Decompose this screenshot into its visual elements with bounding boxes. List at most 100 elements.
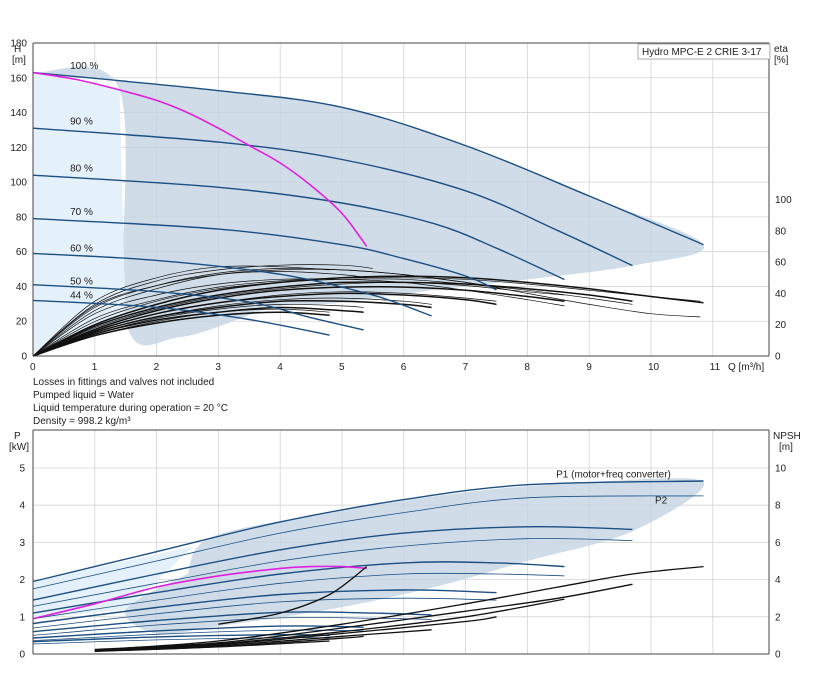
hq-y2tick-label: 100 — [775, 195, 792, 206]
hq-ytick-label: 80 — [16, 212, 28, 223]
hq-duty-curve — [32, 71, 368, 247]
speed-label: 80 % — [70, 164, 93, 175]
eta-curve-bold — [32, 285, 565, 357]
p-y2tick-label: 2 — [775, 612, 781, 623]
p-y2label-unit: [m] — [779, 442, 793, 453]
hq-ytick-label: 20 — [16, 317, 28, 328]
power-npsh-chart: 0 1 2 3 4 5 0 2 4 6 8 10 P [kW] NPSH [m] P1 (motor+… — [9, 429, 801, 661]
p1-curve — [32, 611, 432, 633]
series-label: P2 — [655, 495, 668, 506]
p1-curve — [32, 625, 364, 639]
hq-ytick-label: 140 — [10, 108, 27, 119]
title-box — [637, 43, 771, 60]
note-liquid: Pumped liquid = Water — [33, 390, 135, 401]
note-temperature: Liquid temperature during operation = 20… — [33, 403, 228, 414]
hq-xtick-label: 9 — [586, 362, 592, 373]
hq-xtick-label: 11 — [710, 362, 721, 373]
p-ylabel-symbol: P — [14, 431, 21, 442]
eta-curve-bold — [32, 275, 704, 357]
hq-y2tick-label: 20 — [775, 320, 787, 331]
hq-curves — [32, 71, 704, 357]
eta-curve — [32, 271, 367, 357]
p-ytick-label: 5 — [19, 464, 25, 475]
hq-curve-70 — [32, 217, 497, 291]
eta-curve — [32, 264, 373, 357]
eta-curve-bold — [32, 306, 364, 357]
eta-curve-bold — [32, 281, 633, 357]
series-labels: P1 (motor+freq converter) P2 — [556, 469, 671, 506]
hq-y2tick-label: 40 — [775, 289, 787, 300]
eta-curve — [32, 268, 497, 357]
p-y2tick-label: 4 — [775, 575, 781, 586]
note-losses: Losses in fittings and valves not includ… — [33, 377, 214, 388]
p-curves — [32, 480, 704, 653]
eta-curve — [32, 282, 565, 357]
hq-xtick-label: 2 — [154, 362, 160, 373]
eta-curve-bold — [32, 311, 330, 357]
p-y2label-symbol: NPSH — [773, 431, 801, 442]
hq-ytick-label: 160 — [10, 73, 27, 84]
chart-title: Hydro MPC-E 2 CRIE 3-17 — [642, 47, 762, 58]
p1-curve — [32, 480, 704, 583]
hq-curve-100 — [32, 71, 704, 246]
hq-curve-50 — [32, 284, 364, 331]
note-density: Density = 998.2 kg/m³ — [33, 416, 131, 427]
eta-curve-bold — [32, 292, 497, 357]
p-ylabel-unit: [kW] — [9, 442, 29, 453]
hq-curve-60 — [32, 252, 432, 317]
npsh-curve — [94, 598, 565, 651]
eta-curve — [32, 265, 330, 357]
npsh-curve — [94, 583, 633, 651]
npsh-curve — [218, 566, 368, 625]
hq-ytick-label: 40 — [16, 282, 28, 293]
p-ytick-label: 2 — [19, 575, 25, 586]
eta-curve — [32, 278, 633, 357]
p2-curve — [32, 495, 704, 590]
hq-xtick-label: 8 — [524, 362, 530, 373]
hq-ytick-label: 180 — [10, 39, 27, 50]
hq-y2label-unit: [%] — [774, 55, 789, 66]
hq-ylabel-symbol: H — [14, 44, 21, 55]
hq-xtick-label: 1 — [92, 362, 98, 373]
hq-chart: 0 1 2 3 4 5 6 7 8 9 10 11 0 20 40 60 80 100 120 140 160 180 0 2… — [10, 39, 792, 374]
hq-xlabel: Q [m³/h] — [728, 362, 764, 373]
hq-y2tick-label: 0 — [775, 352, 781, 363]
hq-xtick-label: 5 — [339, 362, 345, 373]
series-label: P1 (motor+freq converter) — [556, 469, 671, 480]
hq-ticks: 0 1 2 3 4 5 6 7 8 9 10 11 0 20 40 60 80 100 120 140 160 180 0 2… — [10, 39, 792, 374]
hq-ylabel-unit: [m] — [12, 55, 26, 66]
hq-curve-44 — [32, 299, 330, 336]
hq-y2label-symbol: eta — [774, 44, 788, 55]
p-y2tick-label: 0 — [775, 650, 781, 661]
hq-y2tick-label: 60 — [775, 258, 787, 269]
hq-ytick-label: 120 — [10, 143, 27, 154]
hq-xtick-label: 6 — [401, 362, 407, 373]
p2-curve — [32, 597, 497, 629]
hq-axes — [32, 42, 770, 357]
npsh-curve — [119, 565, 704, 650]
hq-curve-80 — [32, 174, 565, 281]
p1-curve — [32, 589, 497, 625]
p-ytick-label: 0 — [19, 650, 25, 661]
speed-label: 100 % — [70, 61, 98, 72]
speed-label: 60 % — [70, 244, 93, 255]
hq-xtick-label: 7 — [463, 362, 469, 373]
speed-label: 50 % — [70, 277, 93, 288]
hq-ytick-label: 100 — [10, 178, 27, 189]
p1-curve — [32, 633, 330, 643]
p-y2tick-label: 10 — [775, 464, 787, 475]
notes: Losses in fittings and valves not includ… — [33, 377, 228, 427]
p-y2tick-label: 6 — [775, 538, 781, 549]
hq-xtick-label: 4 — [277, 362, 283, 373]
p-ticks: 0 1 2 3 4 5 0 2 4 6 8 10 — [19, 464, 786, 661]
speed-label: 70 % — [70, 207, 93, 218]
hq-ytick-label: 60 — [16, 247, 28, 258]
hq-xtick-label: 3 — [215, 362, 221, 373]
p-ytick-label: 4 — [19, 501, 25, 512]
hq-curve-90 — [32, 127, 633, 267]
p2-curve — [32, 538, 633, 607]
hq-xtick-label: 10 — [648, 362, 660, 373]
hq-ytick-label: 0 — [21, 352, 27, 363]
p-ytick-label: 3 — [19, 538, 25, 549]
